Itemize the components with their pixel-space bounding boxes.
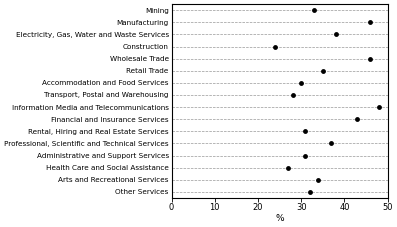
X-axis label: %: % bbox=[275, 214, 284, 223]
